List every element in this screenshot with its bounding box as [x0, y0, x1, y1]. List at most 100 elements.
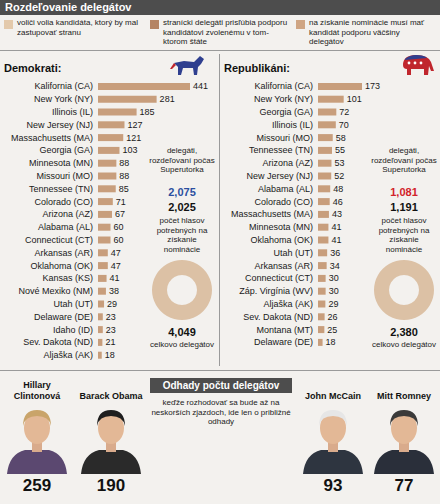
svg-text:Idaho (ID): Idaho (ID)	[53, 325, 93, 335]
svg-text:70: 70	[339, 120, 349, 130]
svg-text:23: 23	[106, 325, 116, 335]
svg-text:18: 18	[326, 337, 336, 347]
svg-text:173: 173	[365, 81, 380, 91]
svg-text:46: 46	[333, 197, 343, 207]
svg-text:Illinois (IL): Illinois (IL)	[52, 107, 93, 117]
html-text:počet hlasov potrebných na zís: počet hlasov potrebných na získanie nomi…	[378, 216, 430, 254]
svg-text:Delaware (DE): Delaware (DE)	[34, 312, 93, 322]
svg-text:47: 47	[111, 248, 121, 258]
svg-text:Alabama (AL): Alabama (AL)	[38, 222, 93, 232]
svg-text:Massachusetts (MA): Massachusetts (MA)	[11, 133, 93, 143]
html-text:na získanie nominácie musí mať: na získanie nominácie musí mať kandidát …	[309, 18, 425, 46]
svg-text:47: 47	[111, 261, 121, 271]
svg-text:Aljaška (AK): Aljaška (AK)	[43, 350, 93, 360]
svg-text:Missouri (MO): Missouri (MO)	[257, 133, 314, 143]
html-text:voliči volia kandidáta, ktorý: voliči volia kandidáta, ktorý by mal zas…	[17, 18, 138, 37]
svg-text:36: 36	[330, 248, 340, 258]
svg-text:18: 18	[105, 350, 115, 360]
svg-text:30: 30	[329, 273, 339, 283]
svg-text:48: 48	[333, 184, 343, 194]
html-text:Hillary Clintonová: Hillary Clintonová	[13, 380, 61, 401]
html-text:77: 77	[394, 476, 414, 495]
svg-text:88: 88	[119, 158, 129, 168]
svg-text:Oklahoma (OK): Oklahoma (OK)	[30, 261, 93, 271]
svg-text:29: 29	[107, 299, 117, 309]
svg-text:103: 103	[122, 145, 137, 155]
html-text:počet hlasov potrebných na zís: počet hlasov potrebných na získanie nomi…	[156, 216, 208, 254]
svg-text:Colorado (CO): Colorado (CO)	[254, 197, 313, 207]
svg-text:Alabama (AL): Alabama (AL)	[258, 184, 313, 194]
svg-text:Massachusetts (MA): Massachusetts (MA)	[231, 209, 313, 219]
svg-text:Tennessee (TN): Tennessee (TN)	[249, 145, 313, 155]
html-text:190: 190	[96, 476, 126, 495]
svg-text:Tennessee (TN): Tennessee (TN)	[29, 184, 93, 194]
svg-text:Utah (UT): Utah (UT)	[273, 248, 313, 258]
svg-text:101: 101	[347, 94, 362, 104]
svg-text:52: 52	[334, 171, 344, 181]
svg-text:34: 34	[330, 261, 340, 271]
svg-text:43: 43	[332, 209, 342, 219]
svg-text:25: 25	[327, 325, 337, 335]
svg-text:Kalifornia (CA): Kalifornia (CA)	[254, 81, 313, 91]
svg-text:121: 121	[126, 133, 141, 143]
html-text:stranícki delegáti prisľúbia p: stranícki delegáti prisľúbia podporu kan…	[163, 18, 288, 46]
svg-text:29: 29	[328, 299, 338, 309]
svg-text:Utah (UT): Utah (UT)	[53, 299, 93, 309]
svg-text:Connecticut (CT): Connecticut (CT)	[25, 235, 93, 245]
svg-text:58: 58	[336, 133, 346, 143]
svg-text:441: 441	[193, 81, 208, 91]
svg-text:Arizona (AZ): Arizona (AZ)	[262, 158, 313, 168]
svg-text:Arizona (AZ): Arizona (AZ)	[42, 209, 93, 219]
svg-text:53: 53	[334, 158, 344, 168]
svg-text:26: 26	[328, 312, 338, 322]
svg-text:41: 41	[331, 222, 341, 232]
svg-text:85: 85	[119, 184, 129, 194]
svg-text:Minnesota (MN): Minnesota (MN)	[29, 158, 93, 168]
svg-text:41: 41	[110, 273, 120, 283]
svg-text:Kansas (KS): Kansas (KS)	[42, 273, 93, 283]
svg-text:41: 41	[331, 235, 341, 245]
svg-text:Nové Mexiko (NM): Nové Mexiko (NM)	[18, 286, 93, 296]
svg-text:72: 72	[339, 107, 349, 117]
svg-text:Missouri (MO): Missouri (MO)	[37, 171, 94, 181]
svg-text:21: 21	[105, 337, 115, 347]
svg-text:Georgia (GA): Georgia (GA)	[39, 145, 93, 155]
svg-text:Oklahoma (OK): Oklahoma (OK)	[250, 235, 313, 245]
svg-text:New Jersey (NJ): New Jersey (NJ)	[26, 120, 93, 130]
svg-text:New York (NY): New York (NY)	[34, 94, 93, 104]
svg-text:60: 60	[114, 222, 124, 232]
svg-text:Colorado (CO): Colorado (CO)	[34, 197, 93, 207]
svg-text:281: 281	[160, 94, 175, 104]
svg-text:23: 23	[106, 312, 116, 322]
svg-text:30: 30	[329, 286, 339, 296]
svg-text:88: 88	[119, 171, 129, 181]
svg-text:Aljaška (AK): Aljaška (AK)	[263, 299, 313, 309]
svg-text:Sev. Dakota (ND): Sev. Dakota (ND)	[23, 337, 93, 347]
svg-text:67: 67	[115, 209, 125, 219]
svg-text:Arkansas (AR): Arkansas (AR)	[254, 261, 313, 271]
svg-text:60: 60	[114, 235, 124, 245]
svg-text:71: 71	[116, 197, 126, 207]
html-text:keďže rozhodovať sa bude až na: keďže rozhodovať sa bude až na neskoršíc…	[151, 398, 291, 426]
svg-text:Sev. Dakota (ND): Sev. Dakota (ND)	[243, 312, 313, 322]
svg-text:Georgia (GA): Georgia (GA)	[259, 107, 313, 117]
svg-text:Illinois (IL): Illinois (IL)	[272, 120, 313, 130]
html-text:delegáti, rozdeľovaní počas Su: delegáti, rozdeľovaní počas Superutorka	[149, 146, 215, 174]
html-text:Rozdeľovanie delegátov: Rozdeľovanie delegátov	[5, 1, 132, 13]
svg-text:Kalifornia (CA): Kalifornia (CA)	[34, 81, 93, 91]
html-text:259: 259	[22, 476, 52, 495]
svg-text:New Jersey (NJ): New Jersey (NJ)	[246, 171, 313, 181]
svg-text:55: 55	[335, 145, 345, 155]
svg-text:38: 38	[109, 286, 119, 296]
svg-text:185: 185	[140, 107, 155, 117]
svg-text:Montana (MT): Montana (MT)	[256, 325, 313, 335]
svg-text:Minnesota (MN): Minnesota (MN)	[249, 222, 313, 232]
svg-text:Arkansas (AR): Arkansas (AR)	[34, 248, 93, 258]
svg-text:New York (NY): New York (NY)	[254, 94, 313, 104]
svg-text:Delaware (DE): Delaware (DE)	[254, 337, 313, 347]
svg-text:Connecticut (CT): Connecticut (CT)	[245, 273, 313, 283]
html-text:93: 93	[323, 476, 343, 495]
svg-text:127: 127	[127, 120, 142, 130]
svg-text:Záp. Virgínia (WV): Záp. Virgínia (WV)	[239, 286, 313, 296]
html-text:delegáti, rozdeľovaní počas Su: delegáti, rozdeľovaní počas Superutorka	[371, 146, 437, 174]
